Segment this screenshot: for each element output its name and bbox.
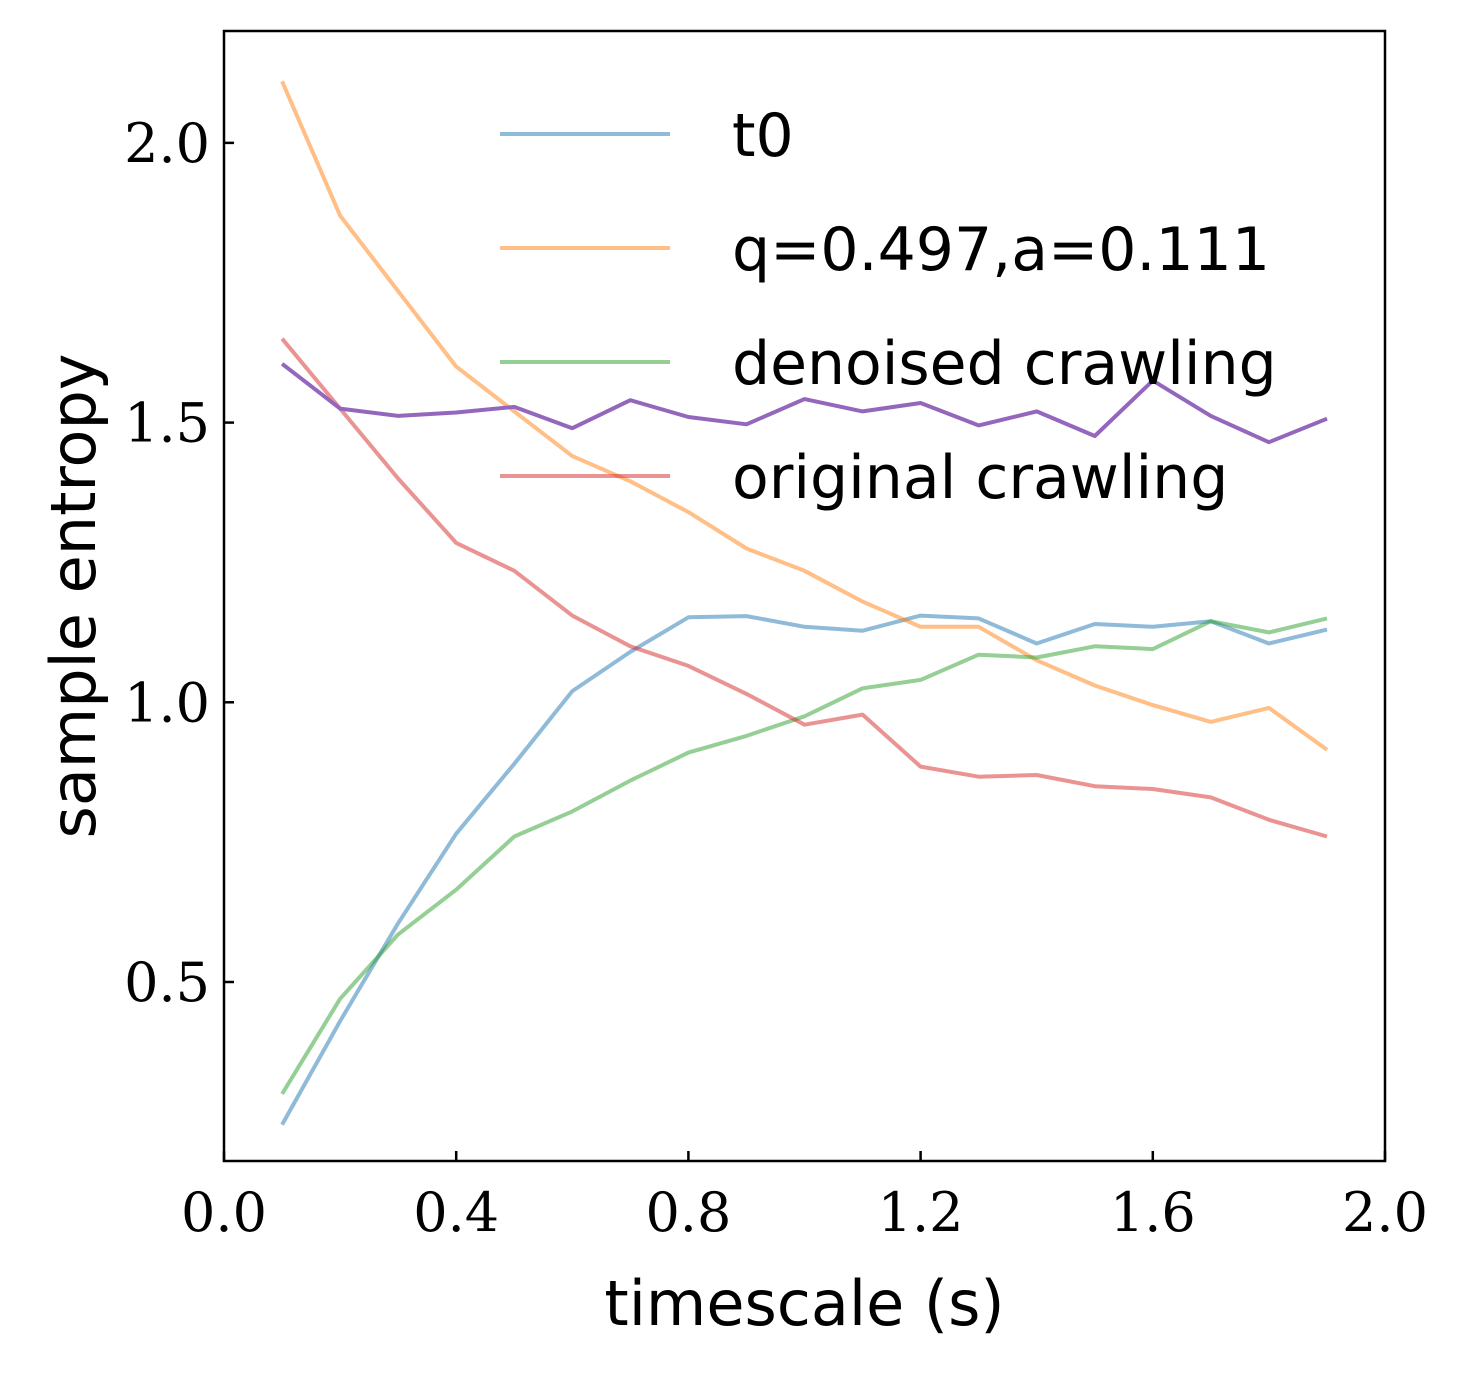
legend-label: q=0.497,a=0.111 <box>732 215 1270 285</box>
y-tick-label: 1.0 <box>124 671 210 734</box>
x-axis-label: timescale (s) <box>604 1267 1004 1340</box>
legend-label: denoised crawling <box>732 329 1277 399</box>
series-line-3 <box>280 337 1328 839</box>
ticks-layer: 0.0 0.4 0.8 1.2 1.6 2.0 0.5 1.0 1.5 2.0 <box>124 112 1428 1244</box>
legend: t0 q=0.497,a=0.111 denoised crawling origin… <box>500 101 1277 513</box>
y-tick-label: 1.5 <box>124 392 210 455</box>
x-tick-label: 0.0 <box>181 1181 267 1244</box>
legend-label: t0 <box>732 101 794 171</box>
series-line-1 <box>280 80 1329 752</box>
series-line-2 <box>280 616 1328 1095</box>
x-tick-label: 2.0 <box>1342 1181 1428 1244</box>
y-axis-label: sample entropy <box>37 354 110 839</box>
x-tick-label: 1.2 <box>878 1181 964 1244</box>
y-tick-label: 2.0 <box>124 112 210 175</box>
x-tick-label: 0.4 <box>413 1181 499 1244</box>
y-tick-label: 0.5 <box>124 951 210 1014</box>
x-tick-label: 1.6 <box>1110 1181 1196 1244</box>
series-line-4 <box>280 362 1328 445</box>
legend-label: original crawling <box>732 443 1228 513</box>
series-layer <box>280 80 1329 1126</box>
series-line-0 <box>280 613 1328 1126</box>
plot-frame <box>222 29 1387 1163</box>
x-tick-label: 0.8 <box>645 1181 731 1244</box>
